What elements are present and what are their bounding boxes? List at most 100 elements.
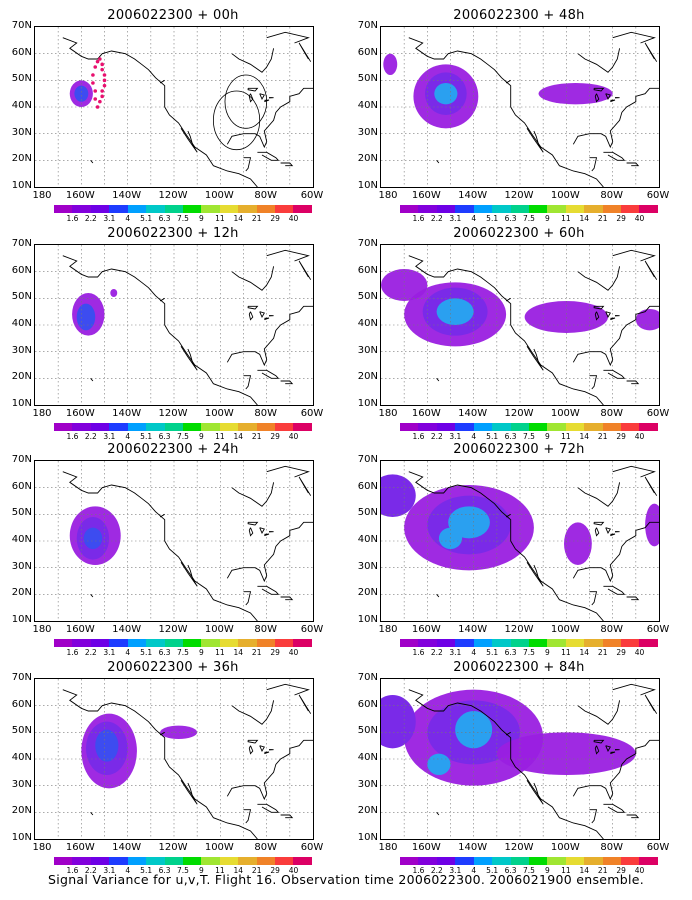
x-tick-label: 60W [300, 842, 324, 853]
coastline [614, 748, 620, 751]
colorbar [54, 639, 312, 647]
y-tick-label: 30N [11, 344, 32, 356]
coastline [226, 87, 313, 149]
x-tick-label: 60W [300, 190, 324, 201]
colorbar-swatch [72, 205, 91, 213]
colorbar-label: 6.3 [158, 214, 171, 223]
colorbar-swatch [547, 205, 566, 213]
observation-point [102, 83, 107, 88]
coastline [408, 471, 604, 621]
y-tick-label: 70N [11, 454, 32, 465]
coastline [505, 297, 511, 302]
coastline [90, 160, 94, 164]
x-tick-label: 100W [550, 624, 580, 635]
x-tick-label: 60W [300, 624, 324, 635]
coastline [231, 266, 275, 291]
x-tick-label: 160W [65, 190, 95, 201]
y-tick-label: 60N [11, 264, 32, 276]
observation-point [100, 89, 104, 93]
coastline [268, 748, 274, 751]
coastline [266, 249, 310, 262]
colorbar-label: 3.1 [103, 866, 116, 875]
colorbar-label: 2.2 [84, 866, 97, 875]
colorbar-swatch [602, 639, 622, 647]
coastline [603, 151, 626, 161]
coastline [259, 93, 265, 101]
coastline [62, 689, 258, 839]
colorbar-swatch [455, 639, 474, 647]
map-canvas [35, 245, 313, 405]
colorbar [54, 423, 312, 431]
colorbar-swatch [418, 423, 437, 431]
colorbar-label: 4 [471, 214, 477, 223]
coastline [593, 739, 605, 744]
coastline [614, 96, 620, 99]
coastline [505, 79, 511, 84]
colorbar-swatch [621, 857, 640, 865]
x-tick-label: 160W [411, 842, 441, 853]
coastline [268, 530, 274, 533]
colorbar-swatch [639, 857, 658, 865]
x-tick-label: 180 [378, 624, 398, 635]
coastline [612, 31, 656, 44]
colorbar-label: 7.5 [177, 432, 189, 441]
map-canvas [381, 245, 659, 405]
colorbar-label: 3.1 [103, 432, 116, 441]
y-tick-label: 40N [357, 100, 378, 111]
colorbar-swatch [238, 857, 257, 865]
x-tick-label: 140W [458, 408, 488, 419]
x-tick-label: 120W [158, 408, 188, 419]
colorbar-swatch [146, 423, 165, 431]
colorbar-swatch [455, 205, 474, 213]
coastline [231, 48, 275, 73]
y-tick-label: 10N [11, 832, 32, 843]
x-tick-label: 140W [458, 842, 488, 853]
colorbar-swatch [621, 205, 640, 213]
y-tick-label: 40N [357, 752, 378, 763]
colorbar-label: 6.3 [158, 648, 171, 657]
colorbar-label: 29 [616, 214, 626, 223]
colorbar-swatch [72, 423, 91, 431]
colorbar-swatch [473, 423, 493, 431]
map-canvas [35, 461, 313, 621]
y-tick-label: 70N [357, 238, 378, 249]
colorbar-label: 40 [634, 214, 645, 223]
colorbar-swatch [275, 639, 294, 647]
coastline [180, 780, 198, 805]
map-panel-12h: 2006022300 + 12h 70N 60N 50N 40N 30N 20N 10N 180… [0, 222, 346, 444]
colorbar-label: 11 [561, 214, 571, 223]
colorbar-swatch [54, 205, 73, 213]
observation-point [100, 62, 104, 67]
coastline [298, 260, 312, 280]
colorbar-label: 21 [251, 648, 262, 657]
colorbar-label: 29 [270, 432, 280, 441]
coastline [605, 527, 611, 535]
x-tick-label: 100W [204, 190, 234, 201]
coastline [589, 375, 598, 390]
colorbar-swatch [565, 423, 585, 431]
verification-circle [212, 90, 261, 151]
colorbar-swatch [54, 639, 73, 647]
colorbar-label: 29 [270, 214, 280, 223]
y-tick-label: 10N [11, 614, 32, 625]
x-tick-label: 180 [378, 842, 398, 853]
colorbar-label: 14 [579, 432, 590, 441]
colorbar-label: 1.6 [412, 214, 425, 223]
x-tick-label: 180 [32, 624, 52, 635]
colorbar-swatch [256, 857, 276, 865]
colorbar-label: 9 [199, 432, 204, 441]
y-tick-label: 10N [357, 832, 378, 843]
x-tick-label: 80W [254, 842, 277, 853]
colorbar-swatch [293, 857, 312, 865]
colorbar-swatch [473, 205, 493, 213]
colorbar [400, 639, 658, 647]
colorbar-swatch [547, 639, 566, 647]
x-tick-label: 120W [504, 624, 534, 635]
colorbar-swatch [293, 639, 312, 647]
y-tick-label: 10N [11, 180, 32, 191]
colorbar-label: 11 [215, 866, 225, 875]
colorbar-label: 40 [288, 432, 299, 441]
coastline [505, 731, 511, 736]
coastline [614, 314, 620, 317]
x-tick-label: 80W [600, 190, 623, 201]
